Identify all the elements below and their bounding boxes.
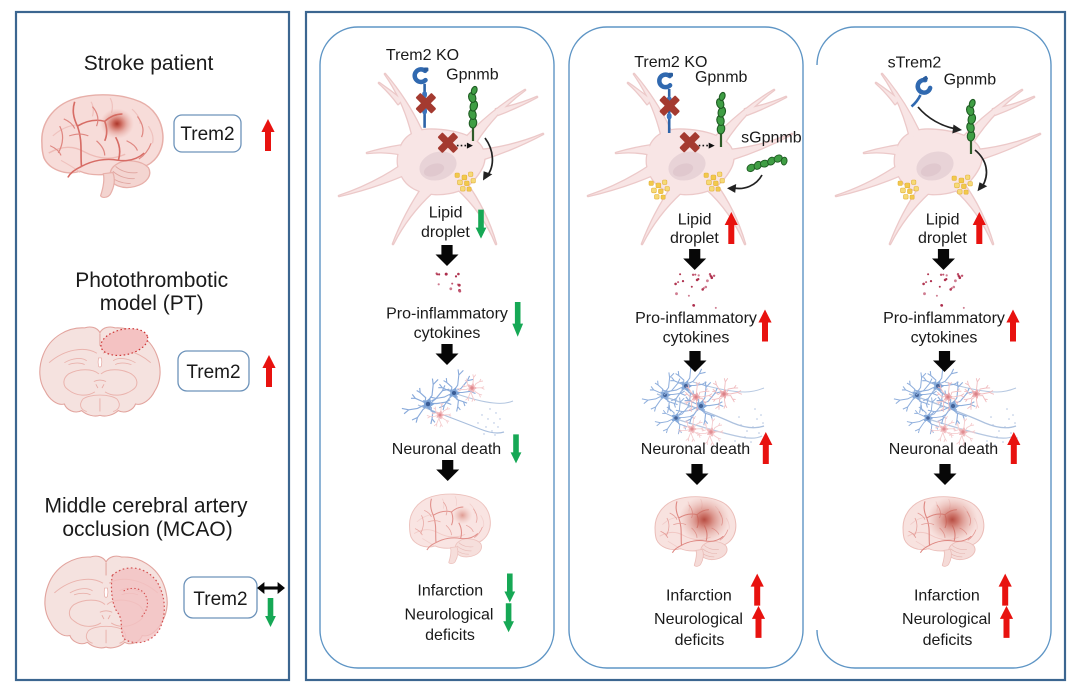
svg-text:Stroke patient: Stroke patient xyxy=(84,52,214,75)
svg-text:Pro-inflammatory: Pro-inflammatory xyxy=(386,305,508,322)
svg-text:Trem2: Trem2 xyxy=(186,362,240,383)
svg-text:Neuronal death: Neuronal death xyxy=(392,441,501,458)
svg-text:Gpnmb: Gpnmb xyxy=(944,71,997,88)
svg-text:deficits: deficits xyxy=(675,632,725,649)
svg-text:Lipid: Lipid xyxy=(678,212,712,229)
svg-text:occlusion (MCAO): occlusion (MCAO) xyxy=(62,518,232,541)
svg-text:droplet: droplet xyxy=(421,224,470,241)
svg-text:model (PT): model (PT) xyxy=(100,292,204,315)
svg-text:Middle cerebral artery: Middle cerebral artery xyxy=(44,495,248,518)
svg-text:droplet: droplet xyxy=(670,230,719,247)
svg-text:droplet: droplet xyxy=(918,230,967,247)
svg-text:Pro-inflammatory: Pro-inflammatory xyxy=(635,310,757,327)
svg-text:Infarction: Infarction xyxy=(666,587,732,604)
svg-text:Lipid: Lipid xyxy=(429,205,463,222)
svg-text:Neurological: Neurological xyxy=(405,606,494,623)
svg-text:Neurological: Neurological xyxy=(654,611,743,628)
svg-text:Gpnmb: Gpnmb xyxy=(446,66,499,83)
svg-text:cytokines: cytokines xyxy=(414,325,481,342)
svg-text:Neuronal death: Neuronal death xyxy=(641,441,750,458)
svg-text:deficits: deficits xyxy=(425,627,475,644)
svg-text:Infarction: Infarction xyxy=(417,583,483,600)
svg-text:Infarction: Infarction xyxy=(914,587,980,604)
svg-text:Neurological: Neurological xyxy=(902,611,991,628)
svg-text:Neuronal death: Neuronal death xyxy=(889,441,998,458)
svg-text:Trem2: Trem2 xyxy=(193,589,247,610)
svg-text:Trem2 KO: Trem2 KO xyxy=(634,54,707,71)
svg-text:cytokines: cytokines xyxy=(663,330,730,347)
svg-text:Photothrombotic: Photothrombotic xyxy=(75,269,228,292)
svg-text:Trem2 KO: Trem2 KO xyxy=(386,47,459,64)
svg-text:Gpnmb: Gpnmb xyxy=(695,69,748,86)
svg-text:deficits: deficits xyxy=(923,632,973,649)
svg-text:sTrem2: sTrem2 xyxy=(888,55,942,72)
svg-text:Pro-inflammatory: Pro-inflammatory xyxy=(883,310,1005,327)
svg-text:Lipid: Lipid xyxy=(926,212,960,229)
svg-text:cytokines: cytokines xyxy=(911,330,978,347)
svg-text:sGpnmb: sGpnmb xyxy=(741,129,802,146)
svg-text:Trem2: Trem2 xyxy=(180,124,234,145)
